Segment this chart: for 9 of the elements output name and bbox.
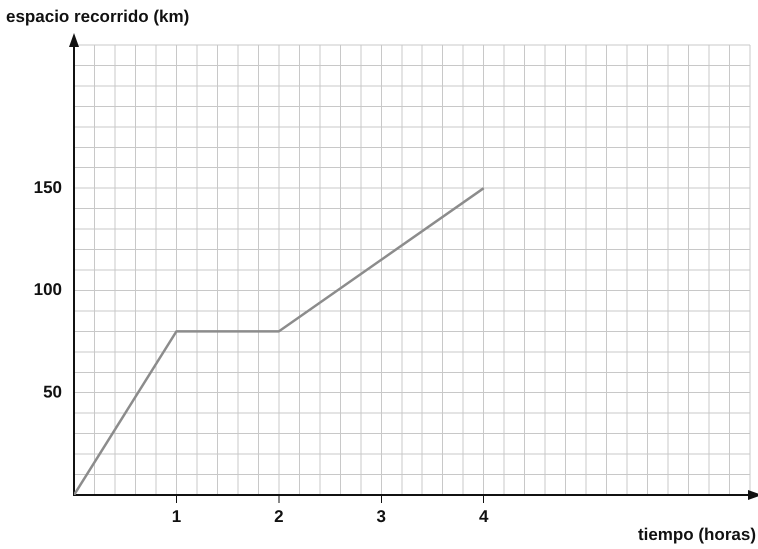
x-tick-label: 4 — [478, 506, 489, 526]
y-tick-label: 50 — [43, 382, 62, 402]
y-tick-label: 100 — [34, 280, 62, 300]
x-tick-label: 1 — [172, 506, 182, 526]
y-axis-title: espacio recorrido (km) — [6, 7, 190, 26]
x-tick-label: 2 — [274, 506, 284, 526]
x-tick-label: 3 — [376, 506, 386, 526]
y-tick-label: 150 — [34, 178, 62, 197]
x-axis-title: tiempo (horas) — [638, 525, 756, 544]
